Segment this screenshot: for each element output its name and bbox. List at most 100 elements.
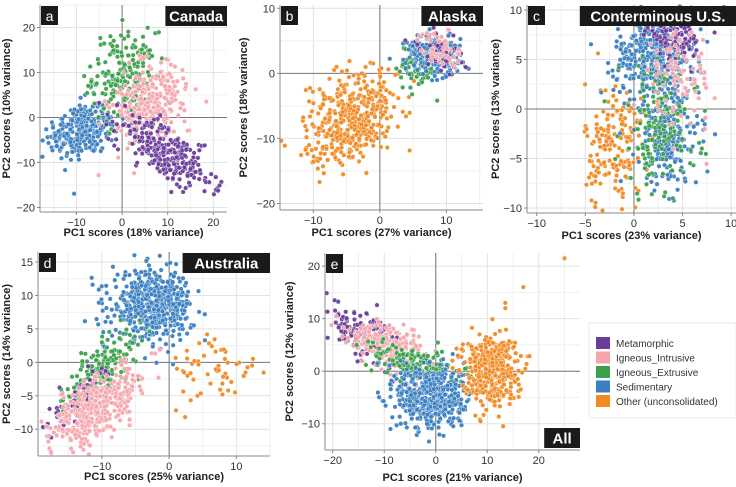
data-point: [661, 83, 667, 89]
data-point: [368, 137, 374, 143]
data-point: [350, 115, 356, 121]
data-point: [601, 160, 607, 166]
data-point: [397, 69, 403, 75]
data-point: [154, 303, 160, 309]
data-point: [310, 100, 316, 106]
data-point: [376, 394, 382, 400]
data-point: [153, 85, 159, 91]
data-point: [645, 25, 651, 31]
data-point: [629, 51, 635, 57]
data-point: [382, 134, 388, 140]
data-point: [102, 98, 108, 104]
data-point: [108, 83, 114, 89]
data-point: [71, 191, 77, 197]
data-point: [668, 34, 674, 40]
data-point: [96, 61, 102, 67]
data-point: [599, 132, 605, 138]
data-point: [645, 102, 651, 108]
data-point: [347, 327, 353, 333]
data-point: [668, 90, 674, 96]
data-point: [425, 61, 431, 67]
data-point: [167, 106, 173, 112]
data-point: [49, 119, 55, 125]
panel-title: Alaska: [428, 9, 477, 26]
data-point: [605, 70, 611, 76]
data-point: [633, 48, 639, 54]
data-point: [125, 53, 131, 59]
data-point: [592, 204, 598, 210]
data-point: [89, 368, 95, 374]
data-point: [233, 361, 239, 367]
data-point: [378, 144, 384, 150]
data-point: [631, 102, 637, 108]
data-point: [438, 53, 444, 59]
data-point: [655, 102, 661, 108]
data-point: [89, 275, 95, 281]
data-point: [440, 75, 446, 81]
data-point: [93, 404, 99, 410]
data-point: [115, 90, 121, 96]
data-point: [146, 328, 152, 334]
data-point: [618, 158, 624, 164]
data-point: [127, 332, 133, 338]
data-point: [106, 329, 112, 335]
x-tick-label: 5: [679, 218, 685, 230]
data-point: [425, 353, 431, 359]
series-igneous-intrusive: [414, 27, 462, 71]
data-point: [151, 158, 157, 164]
data-point: [662, 70, 668, 76]
data-point: [658, 96, 664, 102]
data-point: [339, 334, 345, 340]
data-point: [676, 38, 682, 44]
data-point: [330, 137, 336, 143]
data-point: [670, 104, 676, 110]
data-point: [355, 80, 361, 86]
data-point: [122, 62, 128, 68]
data-point: [697, 66, 703, 72]
data-point: [612, 185, 618, 191]
points: [582, 3, 727, 213]
data-point: [368, 344, 374, 350]
data-point: [129, 141, 135, 147]
data-point: [650, 94, 656, 100]
data-point: [127, 74, 133, 80]
data-point: [156, 29, 162, 35]
data-point: [366, 118, 372, 124]
data-point: [132, 268, 138, 274]
data-point: [688, 120, 694, 126]
data-point: [675, 176, 681, 182]
data-point: [109, 348, 115, 354]
data-point: [96, 361, 102, 367]
data-point: [343, 309, 349, 315]
data-point: [400, 351, 406, 357]
panel-title: Australia: [194, 256, 259, 273]
data-point: [142, 123, 148, 129]
data-point: [363, 122, 369, 128]
data-point: [93, 109, 99, 115]
y-tick-label: −20: [16, 203, 35, 215]
data-point: [148, 300, 154, 306]
data-point: [130, 372, 136, 378]
data-point: [66, 121, 72, 127]
data-point: [662, 133, 668, 139]
data-point: [149, 94, 155, 100]
data-point: [341, 325, 347, 331]
data-point: [111, 408, 117, 414]
data-point: [644, 144, 650, 150]
data-point: [79, 132, 85, 138]
data-point: [173, 407, 179, 413]
data-point: [99, 283, 105, 289]
x-tick-label: −10: [304, 215, 323, 227]
data-point: [406, 94, 412, 100]
data-point: [184, 331, 190, 337]
data-point: [106, 131, 112, 137]
data-point: [202, 337, 208, 343]
data-point: [176, 165, 182, 171]
data-point: [114, 54, 120, 60]
data-point: [613, 97, 619, 103]
data-point: [612, 156, 618, 162]
data-point: [682, 106, 688, 112]
data-point: [74, 137, 80, 143]
data-point: [429, 47, 435, 53]
data-point: [115, 71, 121, 77]
